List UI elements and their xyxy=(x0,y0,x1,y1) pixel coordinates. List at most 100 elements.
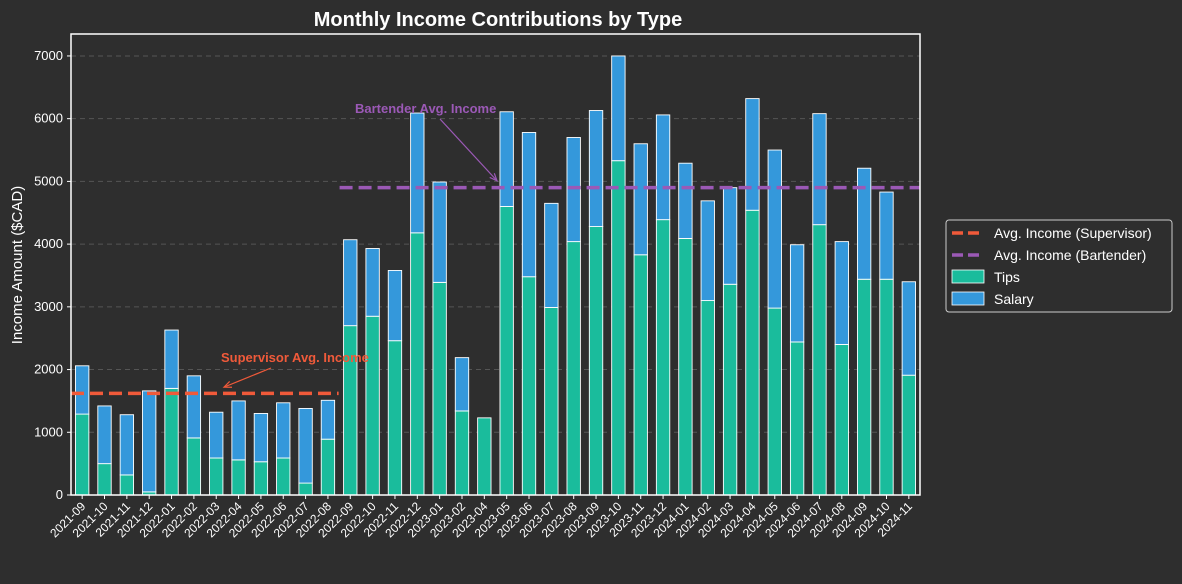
bar-tips xyxy=(186,437,202,496)
bar-tips xyxy=(119,474,135,496)
bar-salary xyxy=(75,365,90,415)
bar-tips xyxy=(812,224,827,496)
bar-salary xyxy=(365,248,380,317)
bar-salary xyxy=(253,413,269,463)
y-axis-ticks: 0 1000 2000 3000 4000 5000 6000 7000 xyxy=(34,48,71,502)
bar-tips xyxy=(722,283,738,496)
bar-salary xyxy=(320,399,336,440)
bar-tips xyxy=(655,219,671,496)
legend-label: Avg. Income (Supervisor) xyxy=(994,225,1152,241)
bar-tips xyxy=(678,238,693,496)
y-tick-label: 4000 xyxy=(34,236,63,251)
bar-salary xyxy=(544,202,559,308)
bar-tips xyxy=(879,278,894,496)
bar-tips xyxy=(253,461,269,496)
bar-tips xyxy=(544,307,559,496)
bar-tips xyxy=(499,206,514,496)
y-tick-label: 2000 xyxy=(34,362,63,377)
bar-salary xyxy=(901,281,916,376)
annotation-arrow xyxy=(439,118,498,182)
annotation-arrow xyxy=(223,367,272,388)
bar-tips xyxy=(789,341,805,496)
bar-salary xyxy=(209,411,224,459)
bar-tips xyxy=(320,438,336,496)
bar-tips xyxy=(276,457,291,496)
bar-salary xyxy=(566,137,581,243)
y-tick-label: 5000 xyxy=(34,173,63,188)
bar-tips xyxy=(231,459,246,496)
bar-tips xyxy=(97,463,112,496)
bar-tips xyxy=(298,482,313,496)
bar-salary xyxy=(834,241,849,345)
bar-tips xyxy=(700,300,715,496)
plot-frame xyxy=(70,33,921,496)
bar-salary xyxy=(879,191,894,280)
bar-tips xyxy=(410,232,425,496)
y-tick-label: 3000 xyxy=(34,299,63,314)
legend-label: Avg. Income (Bartender) xyxy=(994,247,1146,263)
bar-salary xyxy=(97,405,112,465)
bar-tips xyxy=(901,374,916,496)
bar-salary xyxy=(164,329,179,389)
y-axis-label: Income Amount ($CAD) xyxy=(9,186,26,344)
bar-tips xyxy=(566,241,581,496)
bar-salary xyxy=(789,244,805,343)
bar-tips xyxy=(856,278,872,496)
y-tick-label: 1000 xyxy=(34,424,63,439)
bar-salary xyxy=(231,400,246,461)
bar-tips xyxy=(365,315,380,496)
legend: Avg. Income (Supervisor) Avg. Income (Bar… xyxy=(945,219,1173,313)
bar-tips xyxy=(477,417,492,496)
bar-salary xyxy=(276,402,291,459)
x-axis-ticks: 2021-092021-102021-112021-122022-012022-… xyxy=(47,495,915,540)
bar-tips xyxy=(432,281,447,496)
bar-tips xyxy=(611,160,626,496)
bar-salary xyxy=(655,114,671,221)
bar-salary xyxy=(611,55,626,162)
bar-salary xyxy=(745,98,760,211)
bar-tips xyxy=(454,410,470,496)
legend-label: Salary xyxy=(994,291,1034,307)
legend-patch-swatch xyxy=(951,291,985,306)
annotation-arrowhead xyxy=(222,381,233,388)
legend-box xyxy=(945,219,1173,313)
bar-salary xyxy=(856,167,872,280)
legend-patch-swatch xyxy=(951,269,985,284)
bar-tips xyxy=(164,387,179,496)
grid-lines xyxy=(71,55,920,433)
bar-salary xyxy=(521,132,537,278)
bar-tips xyxy=(209,457,224,496)
bar-salary xyxy=(499,111,514,207)
y-tick-label: 7000 xyxy=(34,48,63,63)
bar-salary xyxy=(387,270,403,342)
bar-tips xyxy=(834,344,849,496)
bar-tips xyxy=(767,307,782,496)
bars xyxy=(75,55,916,496)
bar-salary xyxy=(119,414,135,476)
bar-salary xyxy=(767,149,782,309)
bar-salary xyxy=(186,375,202,439)
bar-salary xyxy=(633,143,648,256)
bar-tips xyxy=(75,413,90,496)
legend-items: Avg. Income (Supervisor) Avg. Income (Bar… xyxy=(951,225,1152,307)
bar-tips xyxy=(633,254,648,496)
bar-tips xyxy=(387,340,403,496)
bar-salary xyxy=(343,239,358,327)
annotation-label: Bartender Avg. Income xyxy=(355,101,496,116)
bar-salary xyxy=(678,162,693,239)
bar-salary xyxy=(298,407,313,484)
bar-salary xyxy=(142,390,157,493)
bar-tips xyxy=(521,276,537,496)
chart-title: Monthly Income Contributions by Type xyxy=(314,9,683,31)
annotations: Supervisor Avg. Income Bartender Avg. Inc… xyxy=(221,101,499,388)
reference-lines xyxy=(71,185,920,396)
bar-tips xyxy=(588,226,604,496)
bar-salary xyxy=(410,112,425,234)
bar-salary xyxy=(588,110,604,228)
bar-salary xyxy=(722,187,738,285)
legend-label: Tips xyxy=(994,269,1020,285)
bar-salary xyxy=(454,357,470,412)
annotation-arrowhead xyxy=(489,173,499,182)
